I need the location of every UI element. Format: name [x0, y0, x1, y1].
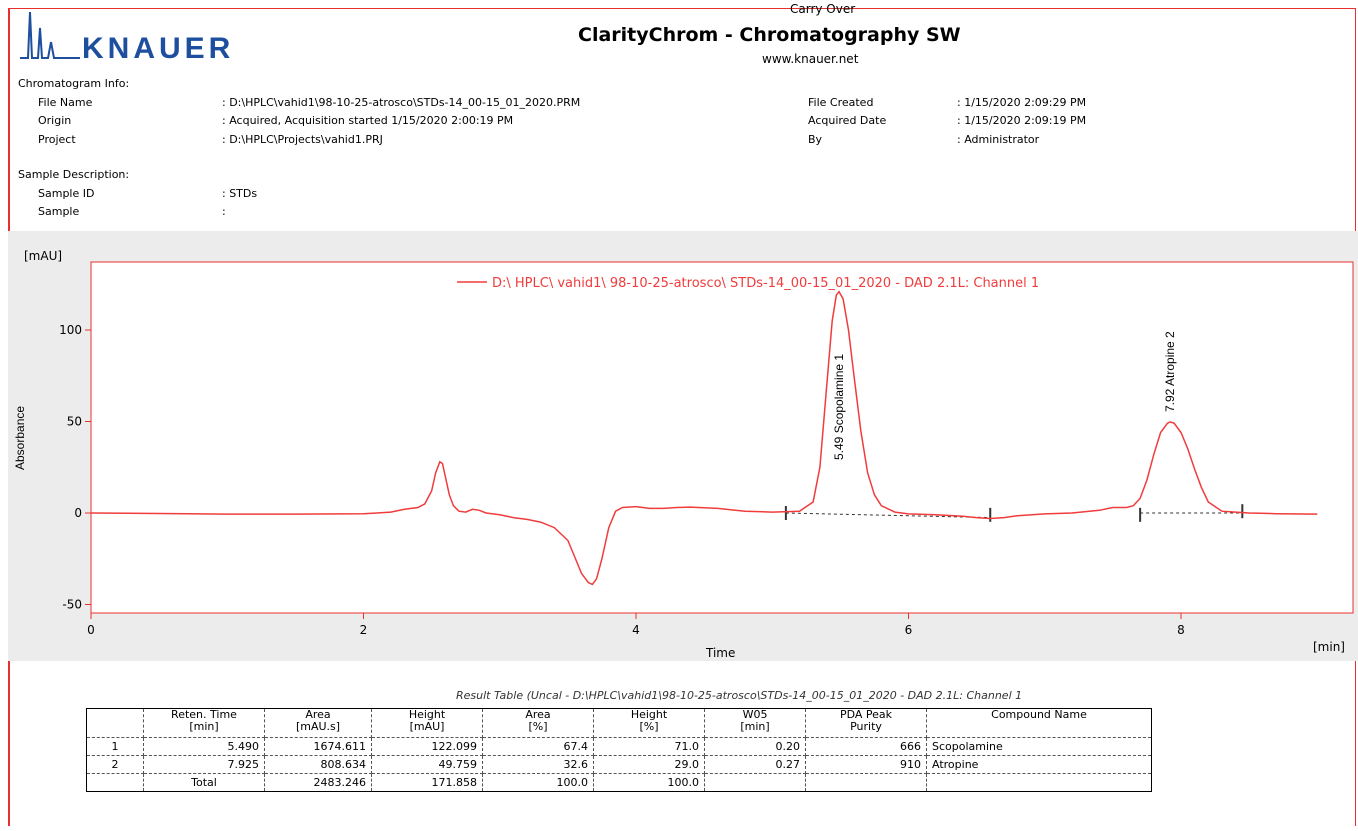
knauer-logo: [18, 10, 318, 66]
table-cell: 49.759: [371, 755, 483, 774]
sample-id-value: : STDs: [222, 187, 258, 200]
table-header: Height [mAU]: [371, 708, 483, 738]
x-tick-label: 4: [632, 623, 640, 637]
table-cell: 2483.246: [264, 773, 372, 792]
table-cell: 666: [805, 737, 927, 756]
table-cell: 1674.611: [264, 737, 372, 756]
y-unit-label: [mAU]: [24, 249, 62, 263]
y-tick-label: 50: [67, 415, 82, 429]
table-cell: [86, 773, 144, 792]
table-total-row: Total 2483.246 171.858 100.0 100.0: [86, 773, 1152, 792]
table-cell: 0.27: [704, 755, 806, 774]
website: www.knauer.net: [762, 52, 859, 66]
x-tick-label: 2: [360, 623, 368, 637]
table-cell: 5.490: [143, 737, 265, 756]
table-header: W05 [min]: [704, 708, 806, 738]
table-header: [86, 708, 144, 738]
table-cell: 910: [805, 755, 927, 774]
result-table-title: Result Table (Uncal - D:\HPLC\vahid1\98-…: [456, 689, 1023, 702]
project-value: : D:\HPLC\Projects\vahid1.PRJ: [222, 133, 383, 146]
by-value: : Administrator: [957, 133, 1040, 146]
origin-label: Origin: [38, 114, 72, 127]
x-unit-label: [min]: [1313, 640, 1345, 654]
table-cell: Total: [143, 773, 265, 792]
logo-peaks-icon: [20, 11, 80, 59]
table-header: Area [%]: [482, 708, 594, 738]
chromatogram-info-heading: Chromatogram Info:: [18, 77, 130, 90]
peak-label-atropine: 7.92 Atropine 2: [1163, 331, 1177, 412]
carry-over-label: Carry Over: [790, 2, 856, 16]
table-cell: 100.0: [593, 773, 705, 792]
by-label: By: [808, 133, 823, 146]
y-tick-label: 0: [74, 506, 82, 520]
table-row: 1 5.490 1674.611 122.099 67.4 71.0 0.20 …: [86, 737, 1152, 756]
legend-label: D:\ HPLC\ vahid1\ 98-10-25-atrosco\ STDs…: [492, 276, 1039, 291]
y-tick-label: -50: [62, 598, 82, 612]
file-name-value: : D:\HPLC\vahid1\98-10-25-atrosco\STDs-1…: [222, 96, 581, 109]
table-cell: 2: [86, 755, 144, 774]
x-tick-label: 0: [87, 623, 95, 637]
table-cell: 100.0: [482, 773, 594, 792]
table-header: Compound Name: [926, 708, 1152, 738]
table-header: Height [%]: [593, 708, 705, 738]
y-tick-label: 100: [59, 323, 82, 337]
chromatogram-trace: [90, 290, 1318, 586]
table-cell: [704, 773, 806, 792]
x-tick-label: 8: [1177, 623, 1185, 637]
origin-value: : Acquired, Acquisition started 1/15/202…: [222, 114, 514, 127]
page-title: ClarityChrom - Chromatography SW: [578, 24, 961, 46]
table-row: 2 7.925 808.634 49.759 32.6 29.0 0.27 91…: [86, 755, 1152, 774]
table-cell: 7.925: [143, 755, 265, 774]
y-axis-title: Absorbance: [13, 406, 27, 470]
result-table: Reten. Time [min] Area [mAU.s] Height [mAU]…: [86, 708, 1152, 792]
sample-value: :: [222, 205, 226, 218]
table-header: PDA Peak Purity: [805, 708, 927, 738]
table-cell: 29.0: [593, 755, 705, 774]
table-cell: 67.4: [482, 737, 594, 756]
table-cell: 122.099: [371, 737, 483, 756]
plot-area: [90, 261, 1354, 614]
peak-label-scopolamine: 5.49 Scopolamine 1: [832, 354, 846, 460]
integration-baseline: [785, 512, 991, 519]
table-cell: [926, 773, 1152, 792]
project-label: Project: [38, 133, 76, 146]
file-created-value: : 1/15/2020 2:09:29 PM: [957, 96, 1087, 109]
table-cell: 32.6: [482, 755, 594, 774]
table-cell: 808.634: [264, 755, 372, 774]
table-cell: 1: [86, 737, 144, 756]
table-cell: Scopolamine: [926, 737, 1152, 756]
table-cell: 0.20: [704, 737, 806, 756]
x-axis-title: Time: [705, 646, 735, 660]
logo-text: KNAUER: [82, 32, 235, 65]
sample-description-heading: Sample Description:: [18, 168, 130, 181]
acquired-date-label: Acquired Date: [808, 114, 887, 127]
x-tick-label: 6: [905, 623, 913, 637]
table-cell: [805, 773, 927, 792]
sample-id-label: Sample ID: [38, 187, 95, 200]
file-created-label: File Created: [808, 96, 874, 109]
acquired-date-value: : 1/15/2020 2:09:19 PM: [957, 114, 1087, 127]
table-cell: Atropine: [926, 755, 1152, 774]
sample-label: Sample: [38, 205, 80, 218]
table-header-row: Reten. Time [min] Area [mAU.s] Height [mAU]…: [86, 708, 1152, 738]
table-cell: 71.0: [593, 737, 705, 756]
table-cell: 171.858: [371, 773, 483, 792]
table-header: Area [mAU.s]: [264, 708, 372, 738]
file-name-label: File Name: [38, 96, 93, 109]
table-header: Reten. Time [min]: [143, 708, 265, 738]
